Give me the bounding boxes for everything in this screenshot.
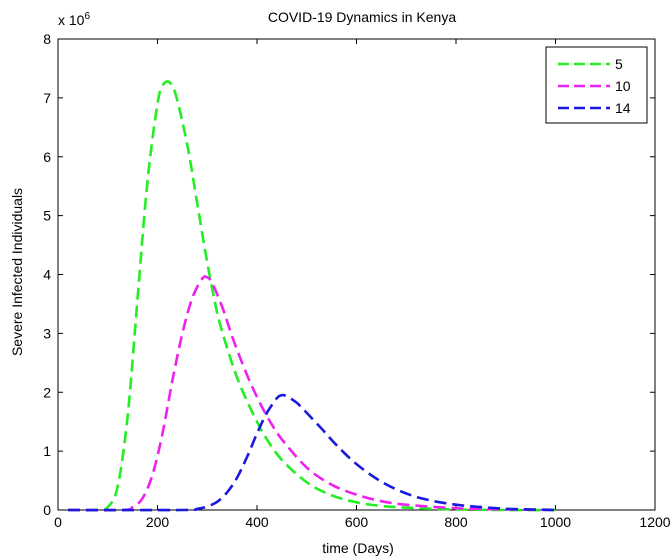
chart-title: COVID-19 Dynamics in Kenya: [268, 9, 457, 25]
y-tick-label: 0: [43, 502, 51, 518]
series-line-14: [67, 393, 556, 512]
x-tick-label: 1000: [540, 514, 571, 530]
plot-area: 0 200 400 600 800 1000 1200 0 1 2 3 4 5 6 7 8: [43, 31, 670, 530]
legend-label-10: 10: [615, 78, 631, 94]
y-tick-label: 5: [43, 208, 51, 224]
y-multiplier-label: x 106: [58, 11, 90, 28]
y-axis-label: Severe Infected Individuals: [9, 188, 25, 356]
x-tick-label: 800: [444, 514, 468, 530]
y-tick-label: 4: [43, 267, 51, 283]
x-tick-label: 400: [245, 514, 269, 530]
x-tick-label: 1200: [639, 514, 670, 530]
legend-label-5: 5: [615, 56, 623, 72]
y-tick-label: 6: [43, 149, 51, 165]
series-line-5: [67, 80, 556, 512]
y-tick-label: 1: [43, 443, 51, 459]
x-axis-label: time (Days): [322, 540, 394, 556]
series-line-10: [67, 275, 556, 512]
y-tick-label: 2: [43, 384, 51, 400]
y-tick-label: 8: [43, 31, 51, 47]
legend-label-14: 14: [615, 100, 631, 116]
y-tick-label: 3: [43, 325, 51, 341]
legend: 5 10 14: [545, 46, 648, 124]
x-tick-label: 0: [54, 514, 62, 530]
x-tick-label: 200: [146, 514, 170, 530]
y-tick-label: 7: [43, 90, 51, 106]
x-tick-label: 600: [345, 514, 369, 530]
